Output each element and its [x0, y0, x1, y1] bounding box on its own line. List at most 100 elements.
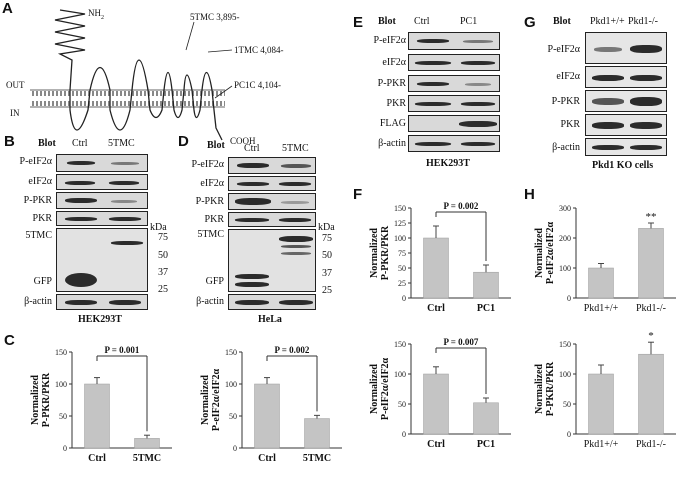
- band: [415, 142, 451, 146]
- band: [281, 245, 311, 248]
- row-label: P-eIF2α: [19, 156, 52, 167]
- blot-row: [408, 75, 500, 92]
- y-axis-label: Normalized: [30, 375, 41, 425]
- y-tick-label: 0: [63, 444, 67, 453]
- bar: [588, 373, 614, 435]
- category-label: 5TMC: [303, 453, 331, 464]
- in-label: IN: [10, 108, 20, 118]
- category-label: Ctrl: [258, 453, 276, 464]
- band: [459, 121, 497, 127]
- band: [111, 162, 139, 165]
- blot-header: Blot: [207, 140, 225, 151]
- blot-header: Blot: [38, 138, 56, 149]
- band: [279, 236, 313, 242]
- band: [109, 300, 141, 305]
- tm1-label: 1TMC 4,084-: [234, 45, 284, 55]
- row-label: FLAG: [379, 118, 406, 129]
- row-label: β-actin: [378, 138, 406, 149]
- band: [235, 218, 269, 222]
- category-label: Ctrl: [427, 439, 445, 450]
- y-tick-label: 150: [225, 348, 237, 357]
- row-label: GFP: [33, 276, 52, 287]
- cell-line-label: HEK293T: [426, 158, 470, 169]
- y-tick-label: 100: [394, 234, 406, 243]
- blot-row: [228, 176, 316, 191]
- blot-row: [408, 32, 500, 50]
- bar: [423, 373, 449, 435]
- row-label: 5TMC: [197, 229, 224, 240]
- blot-row: [56, 154, 148, 172]
- band: [235, 274, 269, 279]
- nh2-label: NH2: [88, 8, 104, 21]
- tm5-label: 5TMC 3,895-: [190, 12, 240, 22]
- y-tick-label: 150: [394, 204, 406, 213]
- band: [630, 145, 662, 150]
- band: [111, 241, 143, 245]
- row-label: P-PKR: [377, 78, 406, 89]
- cooh-label: COOH: [230, 136, 256, 146]
- y-tick-label: 100: [55, 380, 67, 389]
- y-axis-label: Normalized: [200, 375, 211, 425]
- y-axis-label: Normalized: [369, 364, 380, 414]
- panel-label-e: E: [353, 14, 364, 31]
- blot-row: [408, 54, 500, 71]
- y-tick-label: 200: [559, 234, 571, 243]
- band: [237, 182, 269, 186]
- category-label: Pkd1+/+: [584, 439, 619, 450]
- tm1-arrow: [207, 49, 233, 53]
- y-axis-label: P-eIF2α/eIF2α: [211, 368, 222, 431]
- out-label: OUT: [6, 80, 25, 90]
- band: [465, 83, 491, 86]
- kda-label: kDa: [318, 222, 335, 233]
- band: [592, 122, 624, 129]
- bar: [423, 237, 449, 299]
- col-label: Pkd1+/+: [590, 16, 625, 27]
- bar: [84, 383, 110, 449]
- y-tick-label: 100: [559, 264, 571, 273]
- blot-row-large: [228, 229, 316, 292]
- y-tick-label: 75: [398, 249, 406, 258]
- blot-row: [585, 138, 667, 156]
- y-tick-label: 50: [563, 400, 571, 409]
- y-tick-label: 50: [398, 264, 406, 273]
- bar: [134, 438, 160, 449]
- bar-chart-c2: 0 50 100 150 Normalized P-eIF2α/eIF2α Ctrl 5TMC…: [200, 345, 342, 464]
- band: [461, 61, 495, 65]
- row-label: PKR: [560, 119, 580, 130]
- band: [65, 300, 97, 305]
- y-axis-label: P-PKR/PKR: [380, 225, 391, 280]
- row-label: eIF2α: [28, 176, 52, 187]
- blot-row: [228, 193, 316, 210]
- y-tick-label: 150: [559, 340, 571, 349]
- bar: [304, 418, 330, 449]
- band: [67, 161, 95, 165]
- y-tick-label: 100: [225, 380, 237, 389]
- row-label: eIF2α: [382, 57, 406, 68]
- blot-row: [408, 135, 500, 152]
- band: [65, 181, 95, 185]
- bar: [588, 267, 614, 299]
- panel-label-f: F: [353, 186, 363, 203]
- y-axis-label: Normalized: [369, 228, 380, 278]
- panel-label-d: D: [178, 133, 189, 150]
- membrane-lipids: [30, 91, 225, 106]
- band: [235, 300, 269, 305]
- blot-row: [408, 115, 500, 132]
- bar: [473, 271, 499, 299]
- band: [630, 75, 662, 81]
- marker-label: 75: [158, 232, 168, 243]
- y-tick-label: 50: [229, 412, 237, 421]
- band: [65, 273, 97, 287]
- band: [461, 142, 495, 146]
- bar-chart-f2: 0 50 100 150 Normalized P-eIF2α/eIF2α Ctrl PC1 P…: [369, 337, 511, 450]
- row-label: eIF2α: [200, 178, 224, 189]
- row-label: P-eIF2α: [373, 35, 406, 46]
- marker-label: 25: [158, 284, 168, 295]
- y-axis-label: P-PKR/PKR: [41, 372, 52, 427]
- y-tick-label: 0: [567, 294, 571, 303]
- category-label: PC1: [477, 303, 495, 314]
- band: [630, 45, 662, 53]
- band: [235, 198, 271, 205]
- blot-row: [228, 294, 316, 310]
- y-axis-label: P-eIF2α/eIF2α: [545, 221, 556, 284]
